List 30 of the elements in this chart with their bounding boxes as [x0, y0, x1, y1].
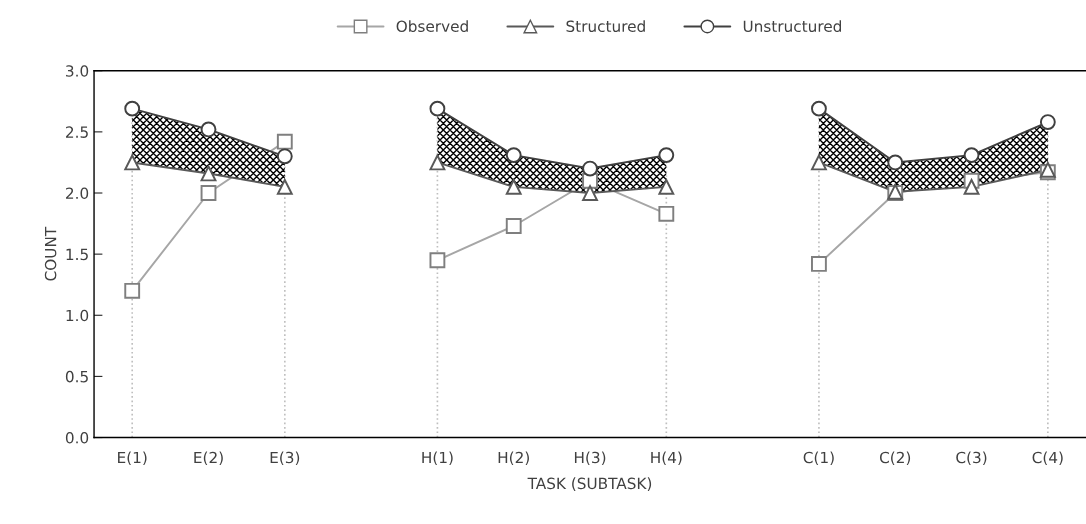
x-tick-label: E(2) — [194, 451, 223, 466]
y-tick-label: 1.5 — [66, 248, 88, 261]
y-tick-label: 0.0 — [65, 432, 89, 444]
point — [963, 147, 980, 164]
x-tick-label: H(4) — [651, 451, 682, 466]
x-axis-title: TASK (SUBTASK) — [527, 477, 652, 491]
legend-label: Observed — [396, 20, 468, 33]
x-tick-label: H(1) — [422, 451, 453, 466]
x-tick-label: C(3) — [956, 451, 987, 466]
x-tick-label: C(1) — [803, 451, 834, 466]
point — [887, 154, 904, 171]
y-tick-label: 1.0 — [66, 309, 89, 322]
y-tick-label: 0.5 — [65, 370, 88, 383]
point — [811, 100, 827, 117]
legend-label: Unstructured — [743, 20, 841, 33]
point — [811, 154, 827, 171]
point — [124, 100, 141, 117]
point — [1039, 114, 1056, 131]
y-tick-label: 2.5 — [66, 126, 88, 138]
x-tick-label: C(2) — [879, 451, 911, 466]
y-tick-label: 3.0 — [66, 65, 89, 77]
y-tick-label: 2.0 — [66, 187, 89, 200]
x-tick-label: E(1) — [118, 451, 147, 466]
y-axis-title: COUNT — [44, 226, 57, 281]
x-tick-label: C(4) — [1032, 451, 1063, 466]
point — [200, 121, 217, 138]
x-tick-label: E(3) — [270, 451, 300, 466]
legend-label: Structured — [566, 20, 645, 33]
x-tick-label: H(3) — [574, 451, 606, 466]
x-tick-label: H(2) — [498, 451, 529, 466]
